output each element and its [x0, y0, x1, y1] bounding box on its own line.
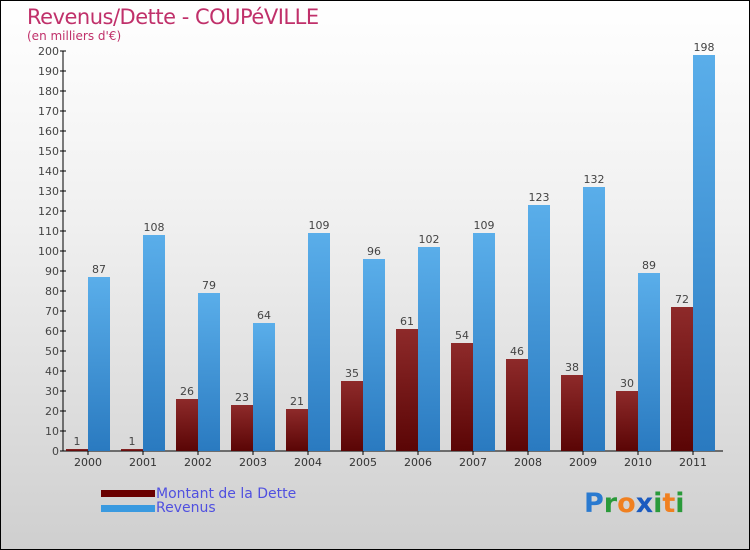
x-tick-label: 2000	[74, 456, 102, 469]
y-tick-label: 160	[38, 125, 59, 138]
bar-dette	[616, 391, 638, 451]
x-tick-label: 2007	[459, 456, 487, 469]
bar-revenus	[528, 205, 550, 451]
data-label: 26	[180, 385, 194, 398]
proxiti-logo: Proxiti	[584, 488, 685, 519]
legend-swatch-dette	[101, 490, 155, 497]
x-tick-label: 2001	[129, 456, 157, 469]
y-tick-label: 200	[38, 45, 59, 58]
legend-label-dette: Montant de la Dette	[156, 486, 297, 502]
data-label: 109	[474, 219, 495, 232]
data-label: 132	[584, 173, 605, 186]
y-tick-label: 180	[38, 85, 59, 98]
y-tick-label: 20	[45, 405, 59, 418]
bar-revenus	[638, 273, 660, 451]
x-tick-label: 2011	[679, 456, 707, 469]
data-label: 96	[367, 245, 381, 258]
y-tick-label: 10	[45, 425, 59, 438]
bar-revenus	[583, 187, 605, 451]
y-tick-label: 90	[45, 265, 59, 278]
y-tick-label: 140	[38, 165, 59, 178]
data-label: 198	[694, 41, 715, 54]
y-tick-label: 130	[38, 185, 59, 198]
y-tick-label: 80	[45, 285, 59, 298]
x-tick-label: 2006	[404, 456, 432, 469]
y-tick-label: 50	[45, 345, 59, 358]
data-label: 35	[345, 367, 359, 380]
x-tick-label: 2008	[514, 456, 542, 469]
bar-dette	[506, 359, 528, 451]
data-label: 123	[529, 191, 550, 204]
y-tick-label: 170	[38, 105, 59, 118]
y-tick-label: 190	[38, 65, 59, 78]
y-tick-label: 0	[52, 445, 59, 458]
data-label: 102	[419, 233, 440, 246]
x-tick-label: 2002	[184, 456, 212, 469]
bar-revenus	[693, 55, 715, 451]
bar-revenus	[143, 235, 165, 451]
bar-dette	[561, 375, 583, 451]
y-tick-label: 120	[38, 205, 59, 218]
y-tick-label: 110	[38, 225, 59, 238]
bar-dette	[176, 399, 198, 451]
y-tick-label: 30	[45, 385, 59, 398]
data-label: 23	[235, 391, 249, 404]
data-label: 1	[74, 435, 81, 448]
data-label: 87	[92, 263, 106, 276]
x-tick-label: 2004	[294, 456, 322, 469]
data-label: 54	[455, 329, 469, 342]
bar-dette	[121, 449, 143, 451]
y-tick-label: 150	[38, 145, 59, 158]
bar-dette	[286, 409, 308, 451]
data-label: 46	[510, 345, 524, 358]
y-tick-label: 60	[45, 325, 59, 338]
y-tick-label: 100	[38, 245, 59, 258]
data-label: 89	[642, 259, 656, 272]
bar-revenus	[308, 233, 330, 451]
bar-revenus	[363, 259, 385, 451]
x-tick-label: 2003	[239, 456, 267, 469]
legend-swatch-revenus	[101, 505, 155, 512]
data-label: 109	[309, 219, 330, 232]
y-tick-label: 70	[45, 305, 59, 318]
x-tick-label: 2010	[624, 456, 652, 469]
bar-dette	[66, 449, 88, 451]
bar-dette	[671, 307, 693, 451]
data-label: 72	[675, 293, 689, 306]
x-tick-label: 2009	[569, 456, 597, 469]
bar-dette	[341, 381, 363, 451]
data-label: 30	[620, 377, 634, 390]
bar-revenus	[418, 247, 440, 451]
data-label: 21	[290, 395, 304, 408]
legend-label-revenus: Revenus	[156, 500, 216, 516]
bar-revenus	[88, 277, 110, 451]
data-label: 1	[129, 435, 136, 448]
data-label: 38	[565, 361, 579, 374]
chart-subtitle: (en milliers d'€)	[27, 29, 122, 43]
bar-dette	[396, 329, 418, 451]
bar-revenus	[473, 233, 495, 451]
bar-dette	[451, 343, 473, 451]
x-tick-label: 2005	[349, 456, 377, 469]
data-label: 61	[400, 315, 414, 328]
data-label: 64	[257, 309, 271, 322]
bar-revenus	[253, 323, 275, 451]
data-label: 79	[202, 279, 216, 292]
y-tick-label: 40	[45, 365, 59, 378]
bar-revenus	[198, 293, 220, 451]
chart-title: Revenus/Dette - COUPéVILLE	[27, 5, 319, 29]
data-label: 108	[144, 221, 165, 234]
bar-dette	[231, 405, 253, 451]
